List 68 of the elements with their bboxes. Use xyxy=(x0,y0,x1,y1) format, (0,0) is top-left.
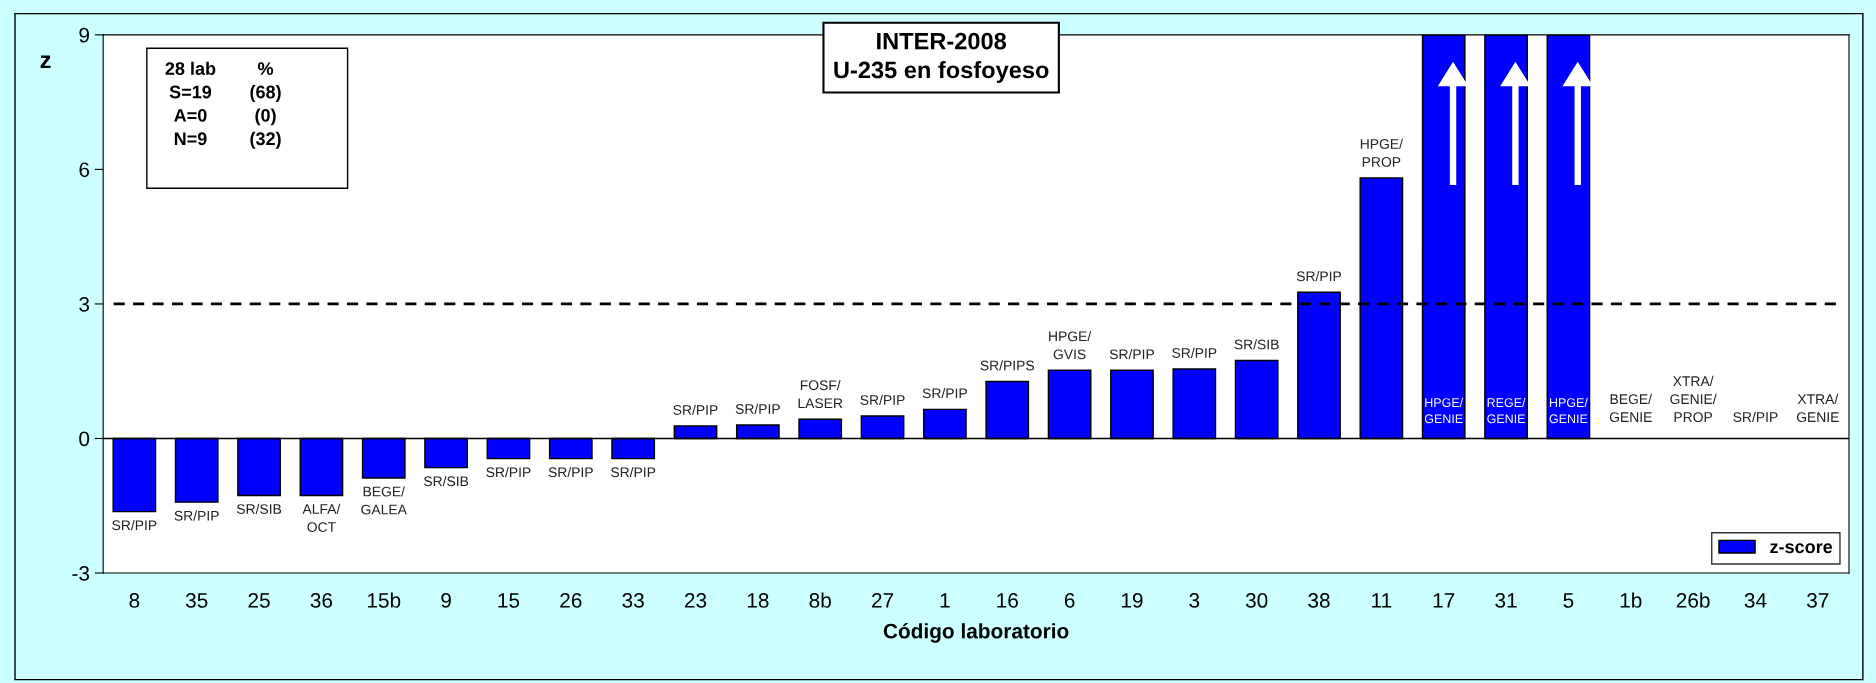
annotation: ALFA/ OCT xyxy=(302,503,341,532)
annotation: HPGE/ PROP xyxy=(1360,138,1403,167)
annotation: SR/PIP xyxy=(1109,349,1154,360)
x-tick-label: 9 xyxy=(441,593,451,608)
annotation: BEGE/ GENIE xyxy=(1609,393,1652,423)
x-tick-label: 37 xyxy=(1807,593,1829,608)
x-tick-label: 33 xyxy=(622,593,644,608)
x-tick-label: 1b xyxy=(1620,592,1642,608)
annotation: SR/SIB xyxy=(423,475,469,487)
y-tick-label: 6 xyxy=(79,162,90,178)
annotation: SR/PIP xyxy=(611,467,656,478)
annotation: HPGE/ GVIS xyxy=(1049,331,1092,360)
annotation: % (68) (0) (32) xyxy=(250,62,281,149)
legend-label: z-score xyxy=(1770,543,1833,554)
x-tick-label: 8 xyxy=(129,593,140,608)
annotation: SR/PIP xyxy=(673,404,718,415)
chart-title: INTER-2008 xyxy=(877,32,1007,50)
annotation: 28 lab S=19 A=0 N=9 xyxy=(165,61,216,146)
x-tick-label: 8b xyxy=(809,592,831,608)
text: U-235 en fosfoyeso xyxy=(834,61,1049,84)
annotation: SR/PIP xyxy=(1733,411,1778,423)
x-tick-label: 31 xyxy=(1495,593,1517,608)
x-tick-label: 27 xyxy=(872,593,894,608)
y-tick-label: 9 xyxy=(79,27,89,43)
x-tick-label: 35 xyxy=(185,593,208,608)
x-tick-label: 34 xyxy=(1744,593,1767,608)
annotation: SR/PIP xyxy=(112,519,157,531)
annotation: HPGE/ GENIE xyxy=(1549,397,1588,424)
annotation: SR/SIB xyxy=(1234,339,1279,350)
x-tick-label: 11 xyxy=(1372,593,1392,608)
x-axis-title: Código laboratorio xyxy=(883,623,1069,643)
y-tick-label: 0 xyxy=(79,431,90,447)
annotation: SR/PIP xyxy=(860,394,905,405)
x-tick-label: 36 xyxy=(310,593,333,608)
annotation: XTRA/ GENIE xyxy=(1796,393,1839,423)
annotation: SR/PIP xyxy=(1296,270,1342,282)
annotation: SR/PIP xyxy=(174,510,219,521)
annotation: SR/SIB xyxy=(236,503,282,514)
annotation: XTRA/ GENIE/ PROP xyxy=(1670,375,1717,423)
x-tick-label: 26b xyxy=(1676,592,1710,608)
annotation: FOSF/ LASER xyxy=(798,379,843,409)
x-tick-label: 25 xyxy=(248,593,270,608)
x-tick-label: 15b xyxy=(367,592,401,608)
annotation: SR/PIP xyxy=(922,388,967,399)
annotation: SR/PIPS xyxy=(980,360,1035,371)
x-tick-label: 5 xyxy=(1563,593,1574,608)
x-tick-label: 6 xyxy=(1064,593,1075,608)
annotation: HPGE/ GENIE xyxy=(1424,397,1464,424)
annotation: SR/PIP xyxy=(735,403,780,414)
x-tick-label: 1 xyxy=(940,593,950,608)
annotation: REGE/ GENIE xyxy=(1487,397,1526,424)
x-tick-label: 17 xyxy=(1433,593,1455,608)
annotation: SR/PIP xyxy=(486,467,531,478)
x-tick-label: 38 xyxy=(1308,593,1330,608)
x-tick-label: 3 xyxy=(1189,593,1200,608)
x-tick-label: 30 xyxy=(1245,593,1268,608)
x-tick-label: 18 xyxy=(747,593,769,608)
annotation: BEGE/ GALEA xyxy=(361,486,407,515)
x-tick-label: 23 xyxy=(684,593,707,608)
x-tick-label: 15 xyxy=(498,593,520,608)
x-tick-label: 26 xyxy=(560,593,582,608)
y-tick-label: -3 xyxy=(72,566,90,581)
y-axis-title: z xyxy=(40,55,51,69)
x-tick-label: 19 xyxy=(1121,593,1143,608)
annotation: SR/PIP xyxy=(548,467,593,478)
y-tick-label: 3 xyxy=(79,296,90,312)
x-tick-label: 16 xyxy=(997,593,1018,608)
annotation: SR/PIP xyxy=(1172,347,1217,358)
